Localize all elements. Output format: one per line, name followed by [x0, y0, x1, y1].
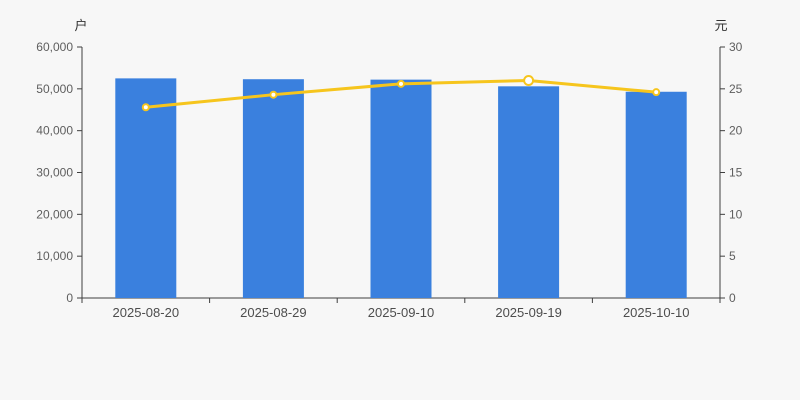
right-axis-tick-label: 30 — [729, 40, 743, 54]
line-point-2025-09-10[interactable] — [397, 79, 405, 88]
bar-2025-09-10[interactable] — [370, 79, 432, 298]
right-axis-name: 元 — [714, 18, 727, 33]
x-axis-tick-label: 2025-10-10 — [623, 305, 690, 320]
left-axis-tick-label: 40,000 — [36, 124, 73, 138]
x-axis-tick-label: 2025-08-29 — [240, 305, 307, 320]
x-axis-tick-label: 2025-09-10 — [368, 305, 435, 320]
left-axis-tick-label: 0 — [66, 291, 73, 305]
left-axis-tick-label: 30,000 — [36, 166, 73, 180]
bar-2025-10-10[interactable] — [625, 91, 687, 299]
left-axis-tick-label: 50,000 — [36, 82, 73, 96]
bar-2025-08-29[interactable] — [242, 79, 304, 298]
right-axis-tick-label: 15 — [729, 166, 743, 180]
x-axis-tick-label: 2025-08-20 — [113, 305, 180, 320]
line-point-2025-09-19[interactable] — [523, 74, 535, 86]
bar-2025-09-19[interactable] — [498, 86, 560, 298]
right-axis-tick-label: 10 — [729, 207, 743, 221]
left-axis-tick-label: 60,000 — [36, 40, 73, 54]
right-axis-tick-label: 25 — [729, 82, 743, 96]
bar-2025-08-20[interactable] — [115, 78, 177, 298]
x-axis-tick-label: 2025-09-19 — [495, 305, 562, 320]
right-axis-tick-label: 5 — [729, 249, 736, 263]
line-point-2025-10-10[interactable] — [652, 88, 661, 97]
right-axis-tick-label: 20 — [729, 124, 743, 138]
right-axis-tick-label: 0 — [729, 291, 736, 305]
left-axis-name: 户 — [74, 18, 87, 33]
line-point-2025-08-20[interactable] — [141, 103, 150, 112]
line-point-2025-08-29[interactable] — [269, 90, 278, 99]
left-axis-tick-label: 10,000 — [36, 249, 73, 263]
left-axis-tick-label: 20,000 — [36, 207, 73, 221]
